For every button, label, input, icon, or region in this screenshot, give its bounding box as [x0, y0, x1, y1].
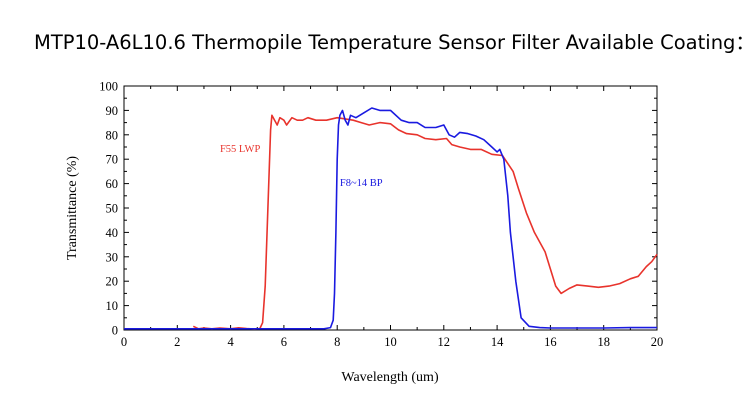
- series-line-0: [192, 114, 658, 330]
- y-tick-label: 20: [106, 275, 119, 289]
- x-tick-label: 8: [334, 335, 340, 349]
- x-tick-label: 0: [121, 335, 127, 349]
- x-tick-label: 10: [384, 335, 397, 349]
- y-tick-label: 40: [106, 226, 119, 240]
- x-tick-label: 18: [597, 335, 610, 349]
- y-tick-label: 70: [106, 153, 119, 167]
- x-tick-label: 14: [491, 335, 504, 349]
- series-line-1: [124, 107, 657, 330]
- y-tick-label: 100: [99, 80, 118, 94]
- y-axis-label: Transmittance (%): [65, 156, 80, 260]
- y-tick-label: 30: [106, 250, 119, 264]
- x-tick-label: 4: [227, 335, 234, 349]
- y-tick-label: 60: [106, 177, 119, 191]
- x-tick-label: 20: [651, 335, 664, 349]
- y-tick-label: 50: [106, 202, 119, 216]
- y-tick-label: 80: [106, 128, 119, 142]
- plot-frame: [123, 85, 658, 331]
- x-axis-label: Wavelength (um): [341, 370, 439, 385]
- y-tick-label: 10: [106, 299, 119, 313]
- series-label-0: F55 LWP: [220, 144, 261, 155]
- x-tick-label: 16: [544, 335, 557, 349]
- x-tick-label: 2: [174, 335, 180, 349]
- page-title: MTP10-A6L10.6 Thermopile Temperature Sen…: [34, 31, 750, 54]
- x-tick-label: 6: [281, 335, 287, 349]
- axis-ticks: 0 2 4 6 8 10 12 14 16 18 20 0 10 20 30 40 50 60 70 80 90 100: [99, 80, 663, 350]
- y-tick-label: 0: [112, 324, 118, 338]
- series-label-1: F8~14 BP: [340, 178, 383, 189]
- y-tick-label: 90: [106, 104, 119, 118]
- x-tick-label: 12: [438, 335, 451, 349]
- series-layer: F55 LWP F8~14 BP: [124, 107, 658, 330]
